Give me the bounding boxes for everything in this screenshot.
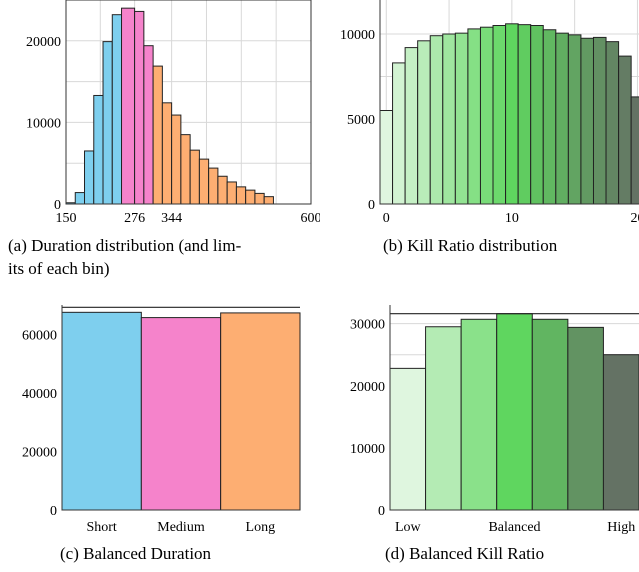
histogram-bar bbox=[530, 25, 544, 205]
histogram-bar bbox=[429, 35, 444, 205]
histogram-bar bbox=[208, 167, 219, 205]
x-tick-label: Short bbox=[86, 520, 116, 535]
histogram-bar bbox=[217, 175, 228, 205]
y-tick-label: 30000 bbox=[350, 318, 385, 333]
histogram-bar bbox=[245, 189, 256, 205]
chart-balanced-duration: Short Medium Long 0 20000 40000 60000 bbox=[22, 305, 301, 535]
y-tick-label: 20000 bbox=[22, 445, 57, 460]
bar bbox=[531, 318, 569, 511]
y-tick-label: 20000 bbox=[350, 380, 385, 395]
y-tick-label: 5000 bbox=[347, 113, 375, 128]
chart-balanced-kill-ratio: 0 10000 20000 30000 Low Balanced High bbox=[350, 305, 639, 535]
bar bbox=[389, 367, 427, 511]
bar bbox=[425, 326, 462, 511]
bar bbox=[61, 311, 142, 511]
histogram-bar bbox=[505, 23, 519, 205]
histogram-bar bbox=[479, 26, 494, 205]
histogram-bar bbox=[226, 181, 237, 205]
histogram-bar bbox=[189, 149, 200, 205]
x-tick-label: Long bbox=[246, 520, 276, 535]
histogram-bar bbox=[454, 32, 469, 205]
bar bbox=[140, 317, 222, 511]
y-tick-label: 10000 bbox=[350, 442, 385, 457]
histogram-bar bbox=[392, 62, 406, 205]
bar bbox=[602, 354, 639, 511]
histogram-bar bbox=[379, 110, 394, 205]
x-tick-label: Medium bbox=[157, 520, 205, 535]
histogram-bar bbox=[542, 29, 557, 205]
histogram-bar bbox=[180, 134, 191, 205]
y-tick-label: 40000 bbox=[22, 387, 57, 402]
caption-a-line2: its of each bin) bbox=[8, 259, 110, 278]
histogram-bar bbox=[93, 94, 104, 205]
histogram-bar bbox=[263, 196, 274, 205]
bar bbox=[496, 313, 533, 511]
x-tick-label: Balanced bbox=[488, 520, 540, 535]
x-tick-label: 10 bbox=[505, 211, 519, 226]
y-tick-label: 10000 bbox=[340, 28, 375, 43]
histogram-bar bbox=[467, 28, 481, 205]
x-tick-label: 600 bbox=[301, 211, 321, 226]
x-tick-label: High bbox=[607, 520, 635, 535]
histogram-bar bbox=[442, 33, 456, 205]
histogram-bar bbox=[84, 150, 95, 205]
y-tick-label: 10000 bbox=[26, 116, 61, 131]
histogram-bar bbox=[121, 7, 136, 205]
histogram-bar bbox=[143, 45, 154, 205]
histogram-bar bbox=[102, 41, 113, 205]
y-tick-label: 0 bbox=[368, 198, 375, 213]
x-tick-label: 0 bbox=[383, 211, 390, 226]
histogram-bar bbox=[492, 25, 507, 205]
histogram-bar bbox=[198, 158, 210, 205]
histogram-bar bbox=[254, 192, 265, 205]
y-tick-label: 0 bbox=[50, 504, 57, 519]
chart-kill-ratio-distribution: 0 5000 10000 0 10 20 bbox=[340, 0, 639, 226]
histogram-bar bbox=[517, 24, 532, 205]
x-tick-label: 344 bbox=[161, 211, 182, 226]
x-tick-label: Low bbox=[395, 520, 422, 535]
histogram-bar bbox=[592, 36, 607, 205]
histogram-bar bbox=[134, 10, 145, 205]
plot-frame bbox=[65, 0, 312, 205]
y-tick-label: 20000 bbox=[26, 35, 61, 50]
histogram-bar bbox=[111, 14, 123, 205]
histogram-bar bbox=[605, 41, 620, 205]
caption-a-line1: (a) Duration distribution (and lim- bbox=[8, 236, 242, 255]
bar bbox=[220, 312, 301, 511]
histogram-bar bbox=[171, 114, 182, 205]
y-tick-label: 0 bbox=[378, 504, 385, 519]
y-tick-label: 0 bbox=[54, 198, 61, 213]
histogram-bar bbox=[567, 34, 582, 205]
caption-b: (b) Kill Ratio distribution bbox=[383, 236, 558, 255]
histogram-bar bbox=[555, 32, 569, 205]
histogram-bar bbox=[630, 96, 639, 205]
histogram-bar bbox=[618, 55, 632, 205]
histogram-bar bbox=[235, 186, 247, 205]
y-tick-label: 60000 bbox=[22, 328, 57, 343]
x-tick-label: 150 bbox=[56, 211, 77, 226]
histogram-bar bbox=[404, 47, 419, 205]
bar bbox=[460, 318, 498, 511]
x-tick-label: 276 bbox=[124, 211, 145, 226]
bar bbox=[567, 326, 604, 511]
histogram-bar bbox=[417, 40, 431, 205]
histogram-bar bbox=[74, 192, 86, 205]
caption-d: (d) Balanced Kill Ratio bbox=[385, 544, 545, 563]
histogram-bar bbox=[580, 37, 594, 205]
caption-c: (c) Balanced Duration bbox=[60, 544, 212, 563]
x-tick-label: 20 bbox=[630, 211, 639, 226]
histogram-bar bbox=[152, 65, 163, 205]
histogram-bar bbox=[161, 102, 173, 205]
chart-duration-distribution: 0 10000 20000 150 276 344 600 bbox=[26, 0, 321, 226]
